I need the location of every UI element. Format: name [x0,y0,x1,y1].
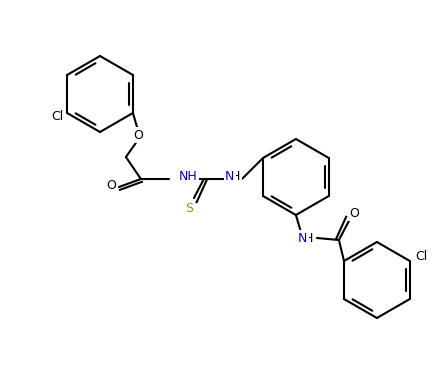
Text: O: O [133,128,143,142]
Text: N: N [225,170,235,182]
Text: O: O [106,179,116,191]
Text: NH: NH [179,170,198,182]
Text: N: N [298,231,307,245]
Text: S: S [185,202,193,214]
Text: Cl: Cl [51,109,63,123]
Text: H: H [304,231,314,245]
Text: O: O [349,207,359,219]
Text: Cl: Cl [416,249,428,263]
Text: H: H [231,170,241,182]
